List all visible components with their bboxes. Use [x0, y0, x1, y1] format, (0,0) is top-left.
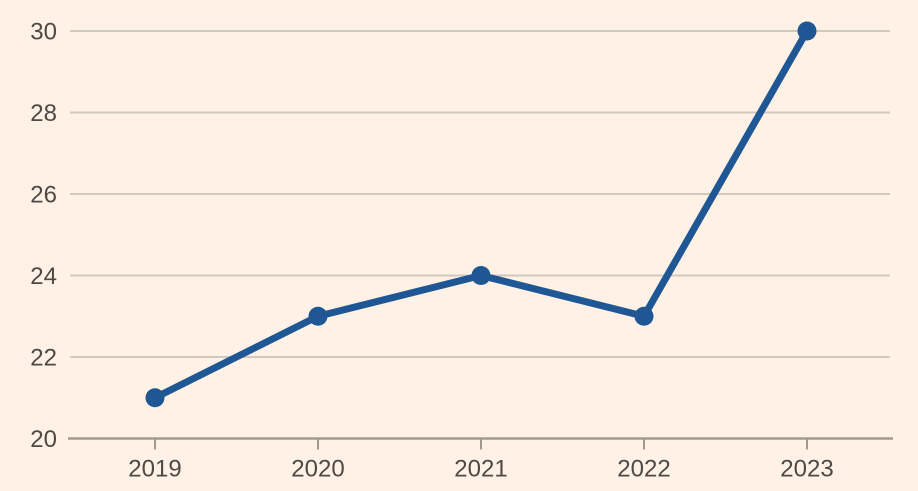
x-tick-label: 2019 [128, 456, 181, 483]
data-point [145, 388, 165, 408]
y-tick-label: 28 [30, 100, 57, 127]
y-tick-label: 30 [30, 18, 57, 45]
data-point [797, 21, 817, 41]
x-tick-label: 2023 [780, 456, 833, 483]
y-tick-label: 22 [30, 344, 57, 371]
y-tick-label: 26 [30, 181, 57, 208]
x-tick-label: 2021 [454, 456, 507, 483]
y-tick-label: 20 [30, 426, 57, 453]
data-point [634, 306, 654, 326]
y-tick-label: 24 [30, 263, 57, 290]
data-point [308, 306, 328, 326]
x-tick-label: 2022 [617, 456, 670, 483]
x-tick-label: 2020 [291, 456, 344, 483]
data-point [471, 266, 491, 285]
